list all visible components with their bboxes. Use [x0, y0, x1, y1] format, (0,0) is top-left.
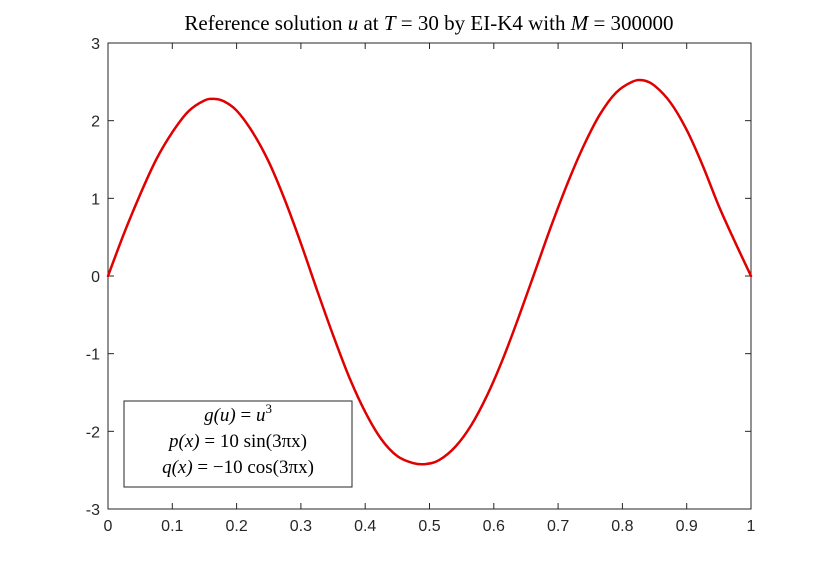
legend-q-lhs: q(x)	[162, 457, 193, 478]
legend-p-eq: =	[200, 431, 220, 452]
x-tick-label: 0.5	[418, 518, 440, 535]
y-tick-label: 3	[91, 36, 100, 53]
x-tick-label: 0.9	[676, 518, 698, 535]
x-tick-label: 0.2	[225, 518, 247, 535]
legend-g-lhs: g(u)	[204, 405, 236, 426]
legend-p-lhs: p(x)	[167, 431, 200, 452]
x-tick-label: 0.3	[290, 518, 312, 535]
x-tick-label: 0.8	[611, 518, 633, 535]
series-line	[106, 78, 753, 466]
legend-q-rhs: −10 cos(3πx)	[213, 457, 314, 478]
legend-line-q: q(x) = −10 cos(3πx)	[162, 457, 314, 478]
y-tick-label: -3	[86, 502, 100, 519]
title-M: M	[570, 11, 590, 35]
legend-p-rhs: 10 sin(3πx)	[220, 431, 307, 452]
x-tick-label: 0.1	[161, 518, 183, 535]
x-tick-label: 0.6	[483, 518, 505, 535]
title-eq-M: = 300000	[588, 11, 673, 35]
title-prefix: Reference solution	[184, 11, 347, 35]
x-tick-label: 0.7	[547, 518, 569, 535]
axis-ticks	[107, 42, 752, 510]
y-tick-label: 0	[91, 269, 100, 286]
legend-g-rhs: u	[256, 405, 266, 426]
legend-g-eq: =	[236, 405, 256, 426]
y-tick-label: 1	[91, 191, 100, 208]
legend: g(u) = u3 p(x) = 10 sin(3πx) q(x) = −10 …	[123, 400, 353, 488]
title-T: T	[384, 11, 397, 35]
legend-box	[123, 400, 353, 488]
chart-title: Reference solution u at T = 30 by EI-K4 …	[184, 11, 673, 35]
title-eq-T: = 30 by EI-K4 with	[396, 11, 571, 35]
title-at: at	[358, 11, 384, 35]
x-tick-label: 0	[104, 518, 113, 535]
y-tick-label: -1	[86, 347, 100, 364]
legend-line-p: p(x) = 10 sin(3πx)	[167, 431, 307, 452]
legend-q-eq: =	[193, 457, 213, 478]
x-tick-label: 0.4	[354, 518, 376, 535]
legend-line-g: g(u) = u3	[204, 401, 272, 426]
y-tick-label: 2	[91, 114, 100, 131]
axis-tick-labels: 0 0.1 0.2 0.3 0.4 0.5 0.6 0.7 0.8 0.9 1 -3 -2 -1 0 1 2 3	[86, 36, 756, 535]
y-tick-label: -2	[86, 424, 100, 441]
title-u: u	[348, 11, 359, 35]
legend-g-sup: 3	[265, 401, 272, 416]
x-tick-label: 1	[747, 518, 756, 535]
